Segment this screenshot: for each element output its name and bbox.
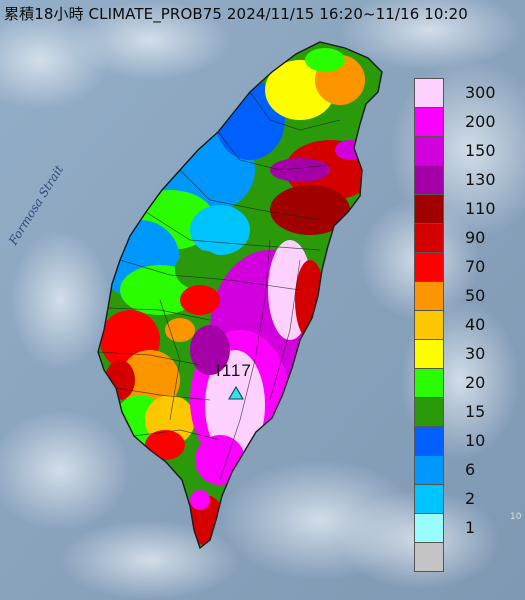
admin-boundaries [97, 91, 341, 481]
legend-swatch [414, 455, 444, 485]
legend-label: 30 [465, 344, 486, 363]
triangle-marker-icon [228, 385, 244, 400]
legend-swatch [414, 368, 444, 398]
legend-swatch [414, 542, 444, 572]
legend-swatch [414, 252, 444, 282]
legend-swatch [414, 78, 444, 108]
legend-label: 2 [465, 489, 476, 508]
legend-swatch [414, 223, 444, 253]
legend-swatch [414, 513, 444, 543]
legend-label: 70 [465, 257, 486, 276]
legend-label: 130 [465, 170, 496, 189]
legend-label: 90 [465, 228, 486, 247]
legend-swatch [414, 136, 444, 166]
legend-swatch [414, 165, 444, 195]
legend-swatch [414, 426, 444, 456]
legend-swatch [414, 339, 444, 369]
legend-label: 300 [465, 83, 496, 102]
map-title: 累積18小時 CLIMATE_PROB75 2024/11/15 16:20~1… [4, 5, 468, 23]
legend-swatch [414, 397, 444, 427]
marker-label: I117 [216, 361, 252, 380]
corner-text: 10 [510, 512, 522, 522]
legend-swatch [414, 310, 444, 340]
legend-swatch [414, 281, 444, 311]
legend-label: 40 [465, 315, 486, 334]
rainfall-legend: 300 200 150 130 110 90 70 50 40 30 20 15 10 6 2 1 [414, 78, 520, 572]
legend-swatch [414, 484, 444, 514]
legend-label: 50 [465, 286, 486, 305]
legend-label: 6 [465, 460, 476, 479]
legend-label: 110 [465, 199, 496, 218]
legend-label: 10 [465, 431, 486, 450]
legend-label: 15 [465, 402, 486, 421]
legend-swatch [414, 194, 444, 224]
legend-label: 1 [465, 518, 476, 537]
island-outline [97, 41, 383, 550]
legend-label: 150 [465, 141, 496, 160]
legend-swatch [414, 107, 444, 137]
legend-label: 20 [465, 373, 486, 392]
legend-label: 200 [465, 112, 496, 131]
